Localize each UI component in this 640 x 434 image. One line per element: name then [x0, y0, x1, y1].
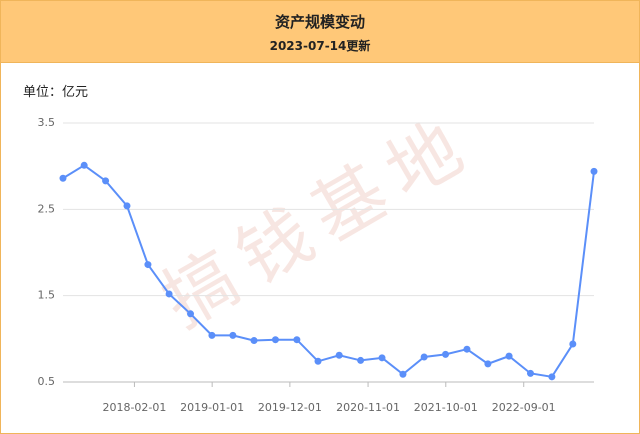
y-tick-label: 0.5 [38, 375, 56, 388]
point [548, 373, 556, 381]
point [526, 369, 534, 377]
point [271, 336, 279, 344]
y-tick-label: 2.5 [38, 202, 56, 215]
header: 资产规模变动 2023-07-14更新 [1, 1, 639, 63]
point [59, 174, 67, 182]
x-tick-label: 2020-11-01 [336, 401, 400, 414]
point [569, 340, 577, 348]
point [442, 350, 450, 358]
point [208, 331, 216, 339]
title: 资产规模变动 [274, 13, 365, 31]
point [314, 357, 322, 365]
x-tick-label: 2018-02-01 [102, 401, 166, 414]
point [590, 167, 598, 175]
point [463, 345, 471, 353]
line [62, 164, 595, 378]
point [80, 161, 88, 169]
subtitle: 2023-07-14更新 [269, 39, 371, 53]
x-tick-label: 2021-10-01 [414, 401, 478, 414]
y-tick-label: 3.5 [38, 116, 56, 129]
point [293, 336, 301, 344]
point [505, 352, 513, 360]
point [187, 310, 195, 318]
point [484, 360, 492, 368]
point [250, 337, 258, 345]
point [399, 370, 407, 378]
point [144, 261, 152, 269]
point [357, 356, 365, 364]
point [335, 351, 343, 359]
x-tick-label: 2022-09-01 [492, 401, 556, 414]
watermark: 搞钱基地 [148, 99, 488, 344]
unit-label: 单位：亿元 [23, 85, 89, 100]
point [123, 202, 131, 210]
point [378, 354, 386, 362]
x-tick-label: 2019-01-01 [180, 401, 244, 414]
point [229, 331, 237, 339]
y-tick-label: 1.5 [38, 289, 56, 302]
point [165, 290, 173, 298]
point [102, 177, 110, 185]
x-tick-label: 2019-12-01 [258, 401, 322, 414]
point [420, 353, 428, 361]
